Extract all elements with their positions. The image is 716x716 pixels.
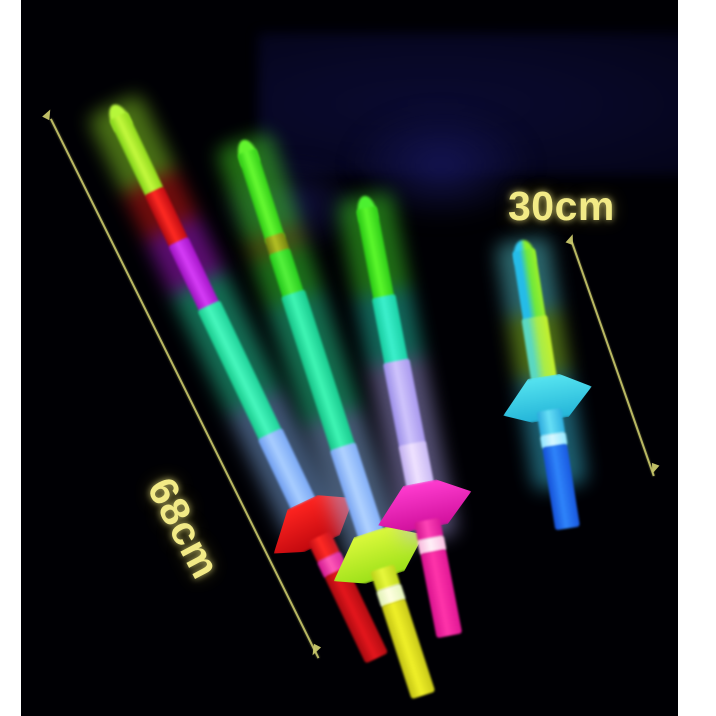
- sword-3-segment-teal: [371, 293, 409, 368]
- sword-3-handle-lower: [420, 548, 463, 639]
- dimension-arrow-30cm-line: [571, 241, 655, 477]
- sword-3-segment-lavender: [382, 358, 427, 450]
- dimension-arrow-30cm-head-bottom: [648, 462, 660, 476]
- sword-1-segment-teal: [197, 299, 283, 442]
- dimension-label-68cm: 68cm: [138, 470, 230, 586]
- sword-4-blue-hilt[interactable]: [495, 235, 585, 538]
- sword-2-segment-teal: [280, 289, 356, 454]
- sword-2-handle-lower: [381, 598, 436, 700]
- dimension-label-30cm: 30cm: [508, 183, 615, 229]
- sword-4-handle-lower: [542, 443, 581, 531]
- sword-3-segment-green: [355, 205, 395, 304]
- sword-4-segment-cyan-green: [512, 248, 547, 323]
- dimension-arrow-30cm-head-top: [565, 232, 577, 246]
- sword-1-segment-green: [109, 111, 164, 197]
- sword-1-segment-magenta: [168, 236, 220, 313]
- photo-canvas: 30cm 68cm: [21, 0, 678, 716]
- backdrop-glow-right: [351, 110, 531, 220]
